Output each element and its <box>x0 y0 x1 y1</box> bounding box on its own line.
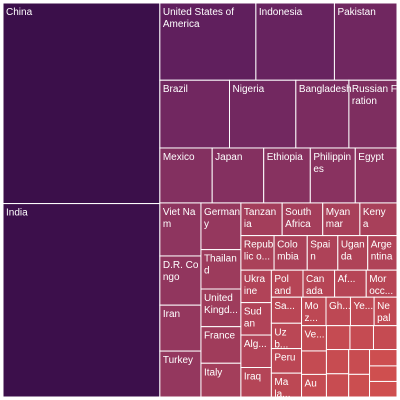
tile-label-argentina: Arge ntina <box>371 240 393 263</box>
tile-tanzania <box>240 202 283 237</box>
tile-label-kenya: Keny a <box>363 207 386 230</box>
tile-pakistan <box>333 2 398 81</box>
tile-united-states-of-america <box>159 2 257 81</box>
tile-label-germany: German y <box>204 207 240 230</box>
tile-germany <box>200 202 242 251</box>
tile-india <box>2 203 161 398</box>
tile-label-italy: Italy <box>204 367 222 378</box>
tile-label-mozambique: Mo z... <box>305 301 319 324</box>
tile-label-france: France <box>204 331 236 342</box>
tile-label-afghanistan: Af... <box>338 274 356 285</box>
tile-ghana <box>325 296 351 327</box>
tile-label-ethiopia: Ethiopia <box>267 152 304 163</box>
tile-mexico <box>159 147 213 204</box>
tile-label-united-kingdom: United Kingd... <box>204 293 238 316</box>
tile-label-iran: Iran <box>163 309 180 320</box>
tile-bangladesh <box>295 79 350 149</box>
tile-label-peru: Peru <box>274 353 295 364</box>
tile-label-malaysia: Ma la... <box>274 377 290 400</box>
tile-label-sudan: Sud an <box>244 307 262 330</box>
tile-label-republic-of-korea: Repub lic o... <box>244 240 274 263</box>
tile-label-south-africa: South Africa <box>285 207 311 230</box>
tile-argentina <box>367 235 398 271</box>
tile-label-philippines: Philippin es <box>313 152 351 175</box>
tile-france <box>200 326 242 364</box>
tile-label-d-r-congo: D.R. Co ngo <box>163 260 199 283</box>
tile-afghanistan <box>334 269 367 298</box>
tile-label-algeria: Alg... <box>244 339 267 350</box>
tile-label-viet-nam: Viet Na m <box>163 207 196 230</box>
tile-angola <box>325 349 350 375</box>
tile-ethiopia <box>263 147 311 204</box>
tile-label-united-states-of-america: United States of America <box>163 7 234 30</box>
tile-label-ghana: Gh... <box>329 301 351 312</box>
tile-label-brazil: Brazil <box>163 84 188 95</box>
tile-niger <box>325 373 350 398</box>
tile-label-myanmar: Myan mar <box>326 207 350 230</box>
tile-label-india: India <box>6 208 28 219</box>
tile-label-egypt: Egypt <box>358 152 384 163</box>
tile-thailand <box>200 249 242 290</box>
tile-brazil <box>159 79 231 149</box>
tile-label-spain: Spai n <box>310 240 330 263</box>
tile-label-uzbekistan: Uz b... <box>274 327 288 350</box>
tile-burkina-faso <box>369 349 398 367</box>
tile-label-japan: Japan <box>215 152 242 163</box>
tile-cameroon <box>349 325 374 351</box>
tile-ukraine <box>240 269 272 304</box>
tile-taiwan <box>348 349 371 375</box>
tile-label-nigeria: Nigeria <box>233 84 265 95</box>
tile-label-iraq: Iraq <box>244 372 261 383</box>
tile-north-korea <box>325 325 351 351</box>
tile-label-mexico: Mexico <box>163 152 195 163</box>
tile-ivory-coast <box>372 325 398 351</box>
tile-egypt <box>354 147 398 204</box>
tile-label-indonesia: Indonesia <box>259 7 303 18</box>
tile-label-poland: Pol and <box>274 274 291 297</box>
tile-label-venezuela: Ve... <box>305 330 325 341</box>
tile-d-r-congo <box>159 255 202 306</box>
tile-label-thailand: Thailan d <box>204 254 237 277</box>
tile-label-china: China <box>6 7 33 18</box>
tile-turkey <box>159 350 202 398</box>
tile-colombia <box>273 235 308 271</box>
tile-italy <box>200 362 242 398</box>
tile-label-uganda: Ugan da <box>341 240 365 263</box>
tile-label-nepal: Ne pal <box>377 301 390 324</box>
tile-label-australia: Au <box>305 378 317 389</box>
tile-china <box>2 2 161 205</box>
tile-label-saudi-arabia: Sa... <box>274 301 295 312</box>
tile-south-africa <box>281 202 324 237</box>
tile-iraq <box>240 367 272 398</box>
tile-label-ukraine: Ukra ine <box>244 274 266 297</box>
tile-label-yemen: Ye... <box>353 301 373 312</box>
tile-label-canada: Can ada <box>306 274 324 297</box>
tile-romania <box>369 380 398 398</box>
tile-indonesia <box>255 2 335 81</box>
tile-canada <box>302 269 336 298</box>
tile-label-turkey: Turkey <box>163 355 193 366</box>
tile-label-morocco: Mor occ... <box>369 274 393 297</box>
tile-mali <box>369 365 398 382</box>
tile-united-kingdom <box>200 288 242 328</box>
tile-label-colombia: Colo mbia <box>277 240 299 263</box>
tile-label-bangladesh: Bangladesh <box>299 84 352 95</box>
tile-madagascar <box>301 350 327 375</box>
tile-label-russian-federation: Russian Federation <box>352 84 400 107</box>
tile-sri-lanka <box>348 373 371 398</box>
tile-label-pakistan: Pakistan <box>337 7 375 18</box>
treemap-labels: China India United States of America Indones… <box>6 7 400 400</box>
tile-uganda <box>337 235 369 271</box>
tile-label-tanzania: Tanzan ia <box>244 207 276 230</box>
